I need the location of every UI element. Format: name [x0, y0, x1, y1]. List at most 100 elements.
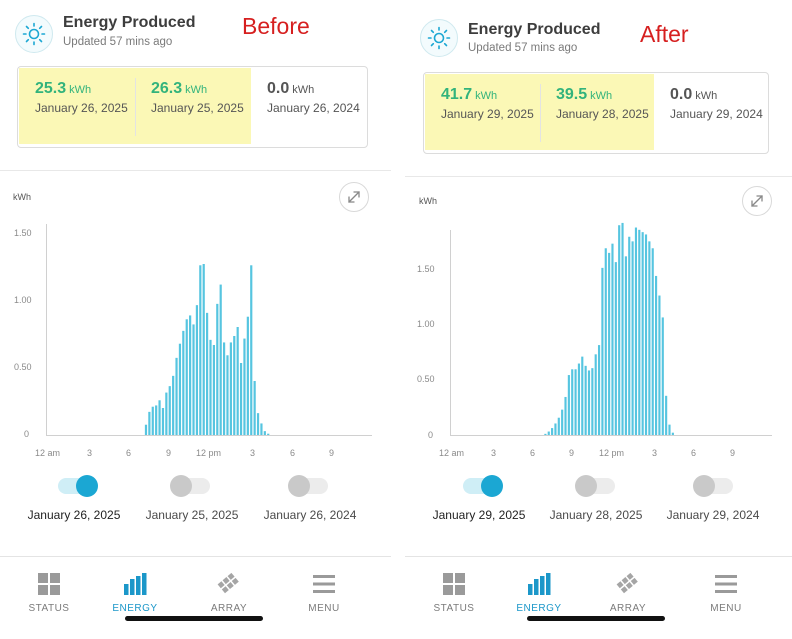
chart-bar [597, 345, 601, 435]
chart-bar [155, 405, 158, 435]
toggle-knob [170, 475, 192, 497]
chart-bar [651, 248, 654, 435]
chart-bar [222, 342, 226, 435]
toggle-knob [693, 475, 715, 497]
nav-label: ENERGY [516, 603, 562, 614]
chart-bar [263, 431, 266, 435]
x-tick-label: 12 pm [196, 448, 222, 458]
chart-bar [246, 316, 249, 435]
chart-bar [551, 428, 554, 435]
chart-bar [226, 355, 229, 435]
hamburger-icon [715, 575, 737, 593]
x-tick-label: 6 [691, 448, 697, 458]
chart-bar [172, 375, 175, 435]
toggle-label: January 29, 2024 [666, 508, 760, 522]
toggle-knob [481, 475, 503, 497]
chart-bar [658, 295, 661, 435]
nav-energy[interactable]: ENERGY [494, 557, 584, 627]
card-previous[interactable]: 39.5 kWh January 28, 2025 [540, 74, 654, 150]
chart-bar [212, 345, 215, 435]
chart-bar [638, 229, 641, 435]
x-tick-label: 9 [730, 448, 736, 458]
x-tick-label: 9 [329, 448, 335, 458]
chart-bar [267, 433, 270, 435]
chart-bar [148, 411, 151, 435]
toggle-series-2[interactable] [170, 475, 210, 497]
nav-array[interactable]: ARRAY [184, 557, 274, 627]
card-current[interactable]: 41.7 kWh January 29, 2025 39.5 kWh January… [425, 74, 654, 150]
solar-array-icon [616, 572, 638, 594]
toggle-label: January 28, 2025 [549, 508, 643, 522]
chart-bar [544, 433, 547, 435]
nav-label: ENERGY [112, 603, 158, 614]
bar-chart-icon [124, 573, 147, 595]
chart-bar [618, 225, 621, 435]
card-current[interactable]: 25.3 kWh January 26, 2025 26.3 kWh January… [19, 68, 251, 144]
divider [0, 170, 391, 171]
expand-button[interactable] [339, 182, 369, 212]
x-tick-label: 6 [530, 448, 536, 458]
chart-bar [564, 396, 567, 435]
chart-bar [668, 424, 671, 435]
hamburger-icon [313, 575, 335, 593]
chart-bar [209, 339, 212, 435]
solar-array-icon [217, 572, 239, 594]
nav-label: ARRAY [210, 603, 248, 614]
chart-bar [236, 327, 239, 435]
nav-status[interactable]: STATUS [4, 557, 94, 627]
toggle-series-3[interactable] [693, 475, 733, 497]
panel-before: Energy Produced Updated 57 mins ago Befo… [0, 0, 391, 639]
card-previous[interactable]: 26.3 kWh January 25, 2025 [135, 68, 251, 144]
header-title: Energy Produced [468, 21, 601, 38]
chart-bar [206, 312, 209, 435]
chart-bar [574, 369, 577, 435]
chart-bar [161, 408, 165, 435]
comparison-cards: 25.3 kWh January 26, 2025 26.3 kWh January… [17, 66, 368, 148]
chart-bar [624, 256, 627, 435]
before-tag: Before [242, 13, 310, 39]
nav-menu[interactable]: MENU [681, 557, 771, 627]
toggle-series-2[interactable] [575, 475, 615, 497]
header-title: Energy Produced [63, 14, 196, 31]
chart-bar [614, 262, 617, 435]
card-value: 0.0 kWh [670, 86, 718, 103]
chart-bar [655, 275, 658, 435]
card-date: January 29, 2024 [670, 107, 763, 121]
nav-label: ARRAY [609, 603, 647, 614]
energy-chart [46, 224, 372, 436]
chart-bar [671, 432, 674, 435]
grid-icon [38, 573, 60, 595]
nav-array[interactable]: ARRAY [583, 557, 673, 627]
chart-bar [202, 264, 205, 435]
comparison-cards: 41.7 kWh January 29, 2025 39.5 kWh January… [423, 72, 769, 154]
bottom-nav: STATUS ENERGY ARRAY MENU [405, 556, 792, 639]
nav-menu[interactable]: MENU [279, 557, 369, 627]
chart-bar [621, 222, 624, 435]
chart-bar [631, 241, 634, 435]
toggle-label: January 26, 2024 [263, 508, 357, 522]
toggle-series-3[interactable] [288, 475, 328, 497]
chart-bar [628, 236, 631, 435]
chart-bar [182, 330, 185, 435]
card-last-year[interactable]: 0.0 kWh January 29, 2024 [654, 74, 767, 150]
chart-unit: kWh [13, 192, 31, 202]
chart-bar [554, 423, 557, 435]
chart-bar [192, 324, 195, 435]
toggle-series-1[interactable] [58, 475, 98, 497]
card-last-year[interactable]: 0.0 kWh January 26, 2024 [251, 68, 366, 144]
x-tick-label: 12 am [439, 448, 465, 458]
expand-button[interactable] [742, 186, 772, 216]
chart-bar [165, 392, 168, 435]
nav-energy[interactable]: ENERGY [90, 557, 180, 627]
chart-bar [611, 243, 614, 435]
chart-bar [144, 424, 148, 435]
nav-status[interactable]: STATUS [409, 557, 499, 627]
expand-icon [348, 191, 360, 203]
bottom-nav: STATUS ENERGY ARRAY MENU [0, 556, 391, 639]
toggle-series-1[interactable] [463, 475, 503, 497]
energy-chart [450, 222, 772, 436]
x-tick-label: 12 am [35, 448, 61, 458]
card-value: 0.0 kWh [267, 80, 315, 97]
chart-bar [151, 406, 154, 435]
chart-bar [547, 431, 550, 435]
